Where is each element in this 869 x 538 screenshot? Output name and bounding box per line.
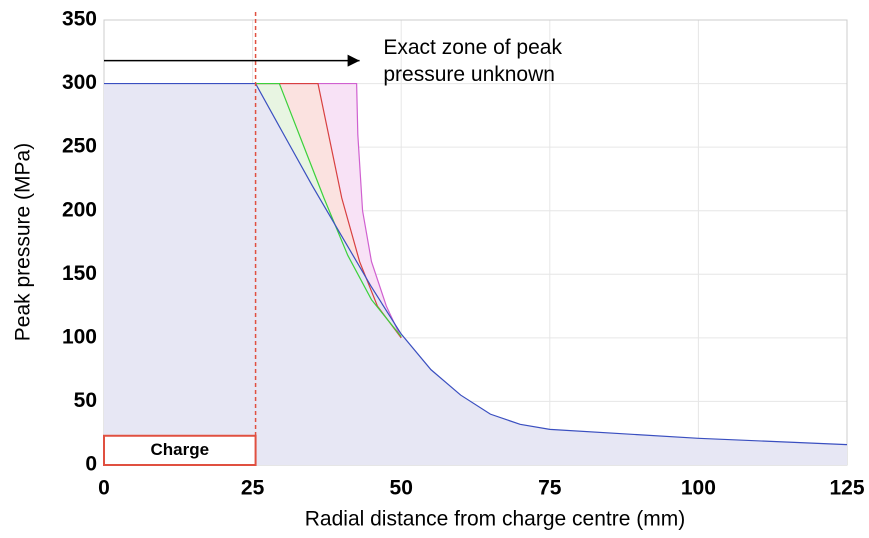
y-tick-label: 150 xyxy=(62,262,97,285)
y-tick-label: 200 xyxy=(62,198,97,221)
charge-label: Charge xyxy=(150,440,209,459)
x-tick-label: 125 xyxy=(829,477,864,500)
y-tick-label: 350 xyxy=(62,8,97,31)
area-fill xyxy=(104,83,847,466)
y-tick-label: 300 xyxy=(62,71,97,94)
x-axis-label: Radial distance from charge centre (mm) xyxy=(305,508,685,531)
y-tick-label: 100 xyxy=(62,325,97,348)
charge-box xyxy=(103,434,257,466)
line xyxy=(255,82,402,337)
y-tick-label: 50 xyxy=(74,389,97,412)
annotation: pressure unknown xyxy=(383,63,555,86)
line xyxy=(255,82,402,339)
x-tick-label: 100 xyxy=(681,477,716,500)
y-tick-label: 250 xyxy=(62,135,97,158)
line xyxy=(104,82,848,446)
x-tick-label: 50 xyxy=(390,477,413,500)
x-tick-label: 75 xyxy=(538,477,562,500)
y-tick-label: 0 xyxy=(85,453,97,476)
line xyxy=(255,82,402,339)
y-axis-label: Peak pressure (MPa) xyxy=(12,143,35,341)
annotation: Exact zone of peak xyxy=(383,36,562,59)
x-tick-label: 0 xyxy=(98,477,110,500)
x-tick-label: 25 xyxy=(241,477,265,500)
